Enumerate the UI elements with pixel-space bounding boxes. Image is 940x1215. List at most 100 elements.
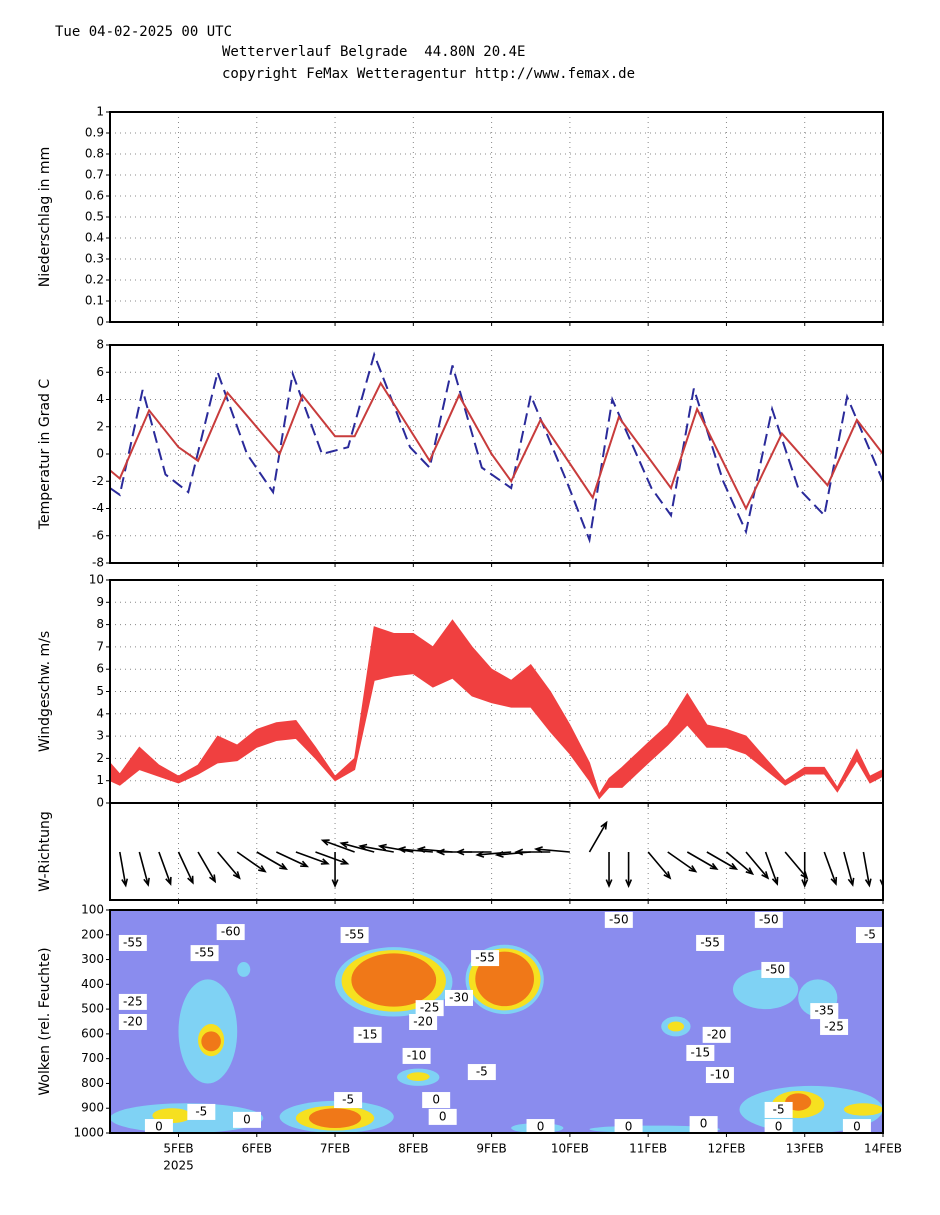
wind-arrow <box>745 851 770 880</box>
y-tick-label: 0.5 <box>85 210 104 224</box>
isotherm-label: -35 <box>814 1004 834 1018</box>
isotherm-label: -15 <box>358 1027 378 1041</box>
wind-arrow <box>197 851 217 884</box>
wind-arrow <box>177 851 194 885</box>
date-label: Tue 04-02-2025 00 UTC <box>55 24 232 40</box>
y-tick-label: 3 <box>96 729 104 743</box>
isotherm-label: -50 <box>759 912 779 926</box>
panel-frame <box>109 802 884 901</box>
wind-arrow <box>320 839 355 853</box>
isotherm-label: 0 <box>243 1112 251 1126</box>
y-tick-label: 500 <box>81 1002 104 1016</box>
isotherm-label: -20 <box>123 1014 143 1028</box>
wind-arrow <box>256 851 288 871</box>
isotherm-label-bg <box>810 1003 839 1020</box>
isotherm-label-bg <box>118 934 147 951</box>
y-tick-label: 0.6 <box>85 189 104 203</box>
isotherm-label-bg <box>144 1119 173 1136</box>
x-tick-label: 13FEB <box>786 1142 824 1156</box>
isotherm-label: -55 <box>345 928 365 942</box>
wind-arrow <box>823 851 838 886</box>
isotherm-label: 0 <box>155 1120 163 1134</box>
y-tick-label: 900 <box>81 1101 104 1115</box>
isotherm-label: -15 <box>691 1045 711 1059</box>
x-tick-label: 10FEB <box>551 1142 589 1156</box>
isotherm-label: -25 <box>824 1019 844 1033</box>
isotherm-label: -20 <box>413 1014 433 1028</box>
y-tick-label: 400 <box>81 977 104 991</box>
isotherm-label-bg <box>754 911 783 928</box>
panel: Windgeschw. m/s 0 1 2 3 4 5 6 7 8 9 10 <box>37 573 884 810</box>
wind-arrow <box>217 851 241 880</box>
isotherm-label-bg <box>604 911 633 928</box>
wind-arrow <box>764 851 779 886</box>
isotherm-label-bg <box>187 1103 216 1120</box>
wind-arrow <box>514 848 551 856</box>
isotherm-label-bg <box>118 1013 147 1030</box>
cloud-area <box>732 969 799 1010</box>
isotherm-label-bg <box>402 1047 431 1064</box>
wind-arrow <box>588 820 608 853</box>
wind-arrow <box>295 851 330 865</box>
y-tick-label: 0.3 <box>85 252 104 266</box>
panel: Niederschlag in mm 0 0.1 0.2 0.3 0.4 0.5 0.6 0.7… <box>37 105 884 329</box>
y-tick-label: -2 <box>92 474 104 488</box>
isotherm-label-bg <box>409 1013 438 1030</box>
y-axis-label: W-Richtung <box>37 811 53 892</box>
cloud-area <box>351 953 437 1007</box>
y-tick-label: 300 <box>81 952 104 966</box>
isotherm-label-bg <box>428 1108 457 1125</box>
wind-arrow <box>118 851 129 888</box>
y-tick-label: 8 <box>96 617 104 631</box>
isotherm-label: 0 <box>775 1120 783 1134</box>
panel: Temperatur in Grad C -8 -6 -4 -2 0 2 4 6 8 <box>37 338 884 570</box>
x-tick-label: 12FEB <box>707 1142 745 1156</box>
x-tick-label: 5FEB <box>163 1142 193 1156</box>
y-tick-label: 200 <box>81 927 104 941</box>
y-tick-label: 1000 <box>73 1126 104 1140</box>
wind-arrow <box>843 851 855 887</box>
isotherm-label-bg <box>614 1119 643 1136</box>
wind-arrow <box>647 851 672 880</box>
isotherm-label-bg <box>855 927 884 944</box>
y-tick-label: 0.1 <box>85 294 104 308</box>
y-tick-label: -8 <box>92 556 104 570</box>
y-tick-label: 7 <box>96 639 104 653</box>
wind-arrow <box>667 851 698 873</box>
wind-arrow <box>331 852 339 889</box>
isotherm-label-bg <box>686 1044 715 1061</box>
isotherm-label-bg <box>444 989 473 1006</box>
isotherm-label-bg <box>471 950 500 967</box>
wind-arrow <box>276 851 310 868</box>
isotherm-label: -30 <box>449 990 469 1004</box>
x-tick-label: 11FEB <box>629 1142 667 1156</box>
panel-frame <box>109 344 884 564</box>
wind-arrow <box>158 851 172 886</box>
y-tick-label: 1 <box>96 105 104 119</box>
wind-arrow <box>686 851 719 871</box>
y-tick-label: 800 <box>81 1076 104 1090</box>
cloud-area <box>308 1108 362 1129</box>
y-tick-label: 5 <box>96 684 104 698</box>
isotherm-label-bg <box>340 927 369 944</box>
wind-arrow <box>236 851 267 873</box>
wind-arrow <box>138 851 150 887</box>
isotherm-label-bg <box>689 1116 718 1133</box>
isotherm-label: -50 <box>609 912 629 926</box>
isotherm-label-bg <box>764 1101 793 1118</box>
y-axis-label: Windgeschw. m/s <box>37 631 53 752</box>
wind-arrow <box>725 851 755 876</box>
isotherm-label-bg <box>415 1000 444 1017</box>
y-tick-label: 700 <box>81 1051 104 1065</box>
isotherm-label: -5 <box>773 1102 785 1116</box>
y-tick-label: 0.2 <box>85 273 104 287</box>
isotherm-label: 0 <box>432 1093 440 1107</box>
isotherm-label: -20 <box>707 1027 727 1041</box>
wind-arrow <box>862 851 872 888</box>
wind-arrow <box>339 841 375 853</box>
wind-arrow <box>358 843 394 853</box>
cloud-area <box>667 1021 685 1032</box>
isotherm-label: 0 <box>537 1120 545 1134</box>
isotherm-label-bg <box>334 1092 363 1109</box>
